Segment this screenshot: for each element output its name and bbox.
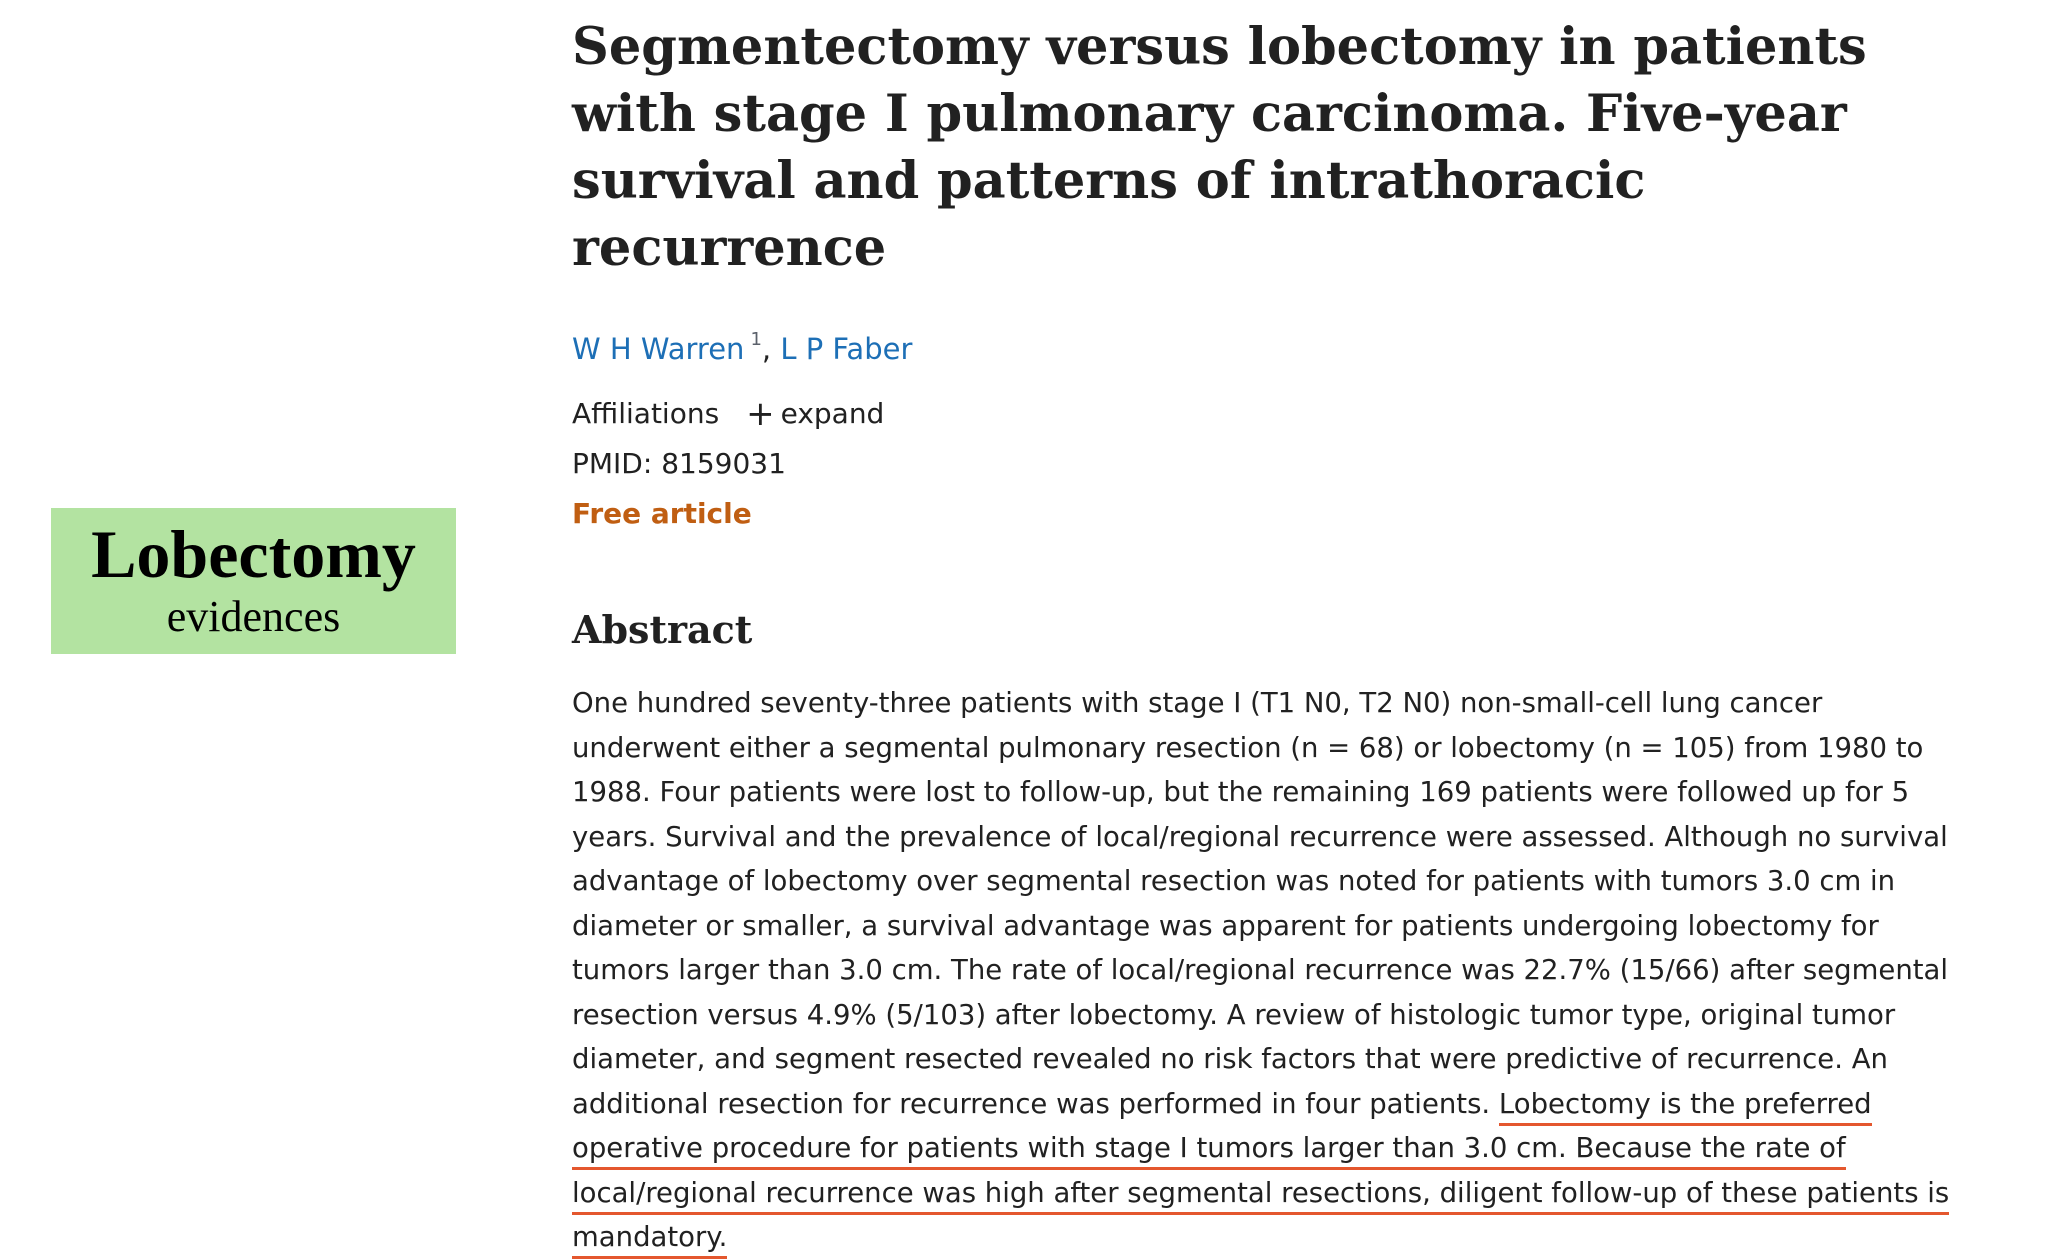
- free-article-badge[interactable]: Free article: [572, 497, 752, 530]
- pmid-row: PMID: 8159031: [572, 439, 1972, 489]
- affiliations-label: Affiliations: [572, 397, 720, 430]
- abstract-heading: Abstract: [572, 607, 753, 652]
- expand-label: expand: [780, 397, 885, 430]
- affiliation-marker[interactable]: 1: [750, 329, 762, 350]
- author-separator: ,: [761, 332, 772, 366]
- article: Segmentectomy versus lobectomy in patien…: [572, 14, 1972, 1260]
- affiliations-row: Affiliations + expand: [572, 389, 1972, 439]
- expand-button[interactable]: + expand: [746, 394, 885, 434]
- plus-icon: +: [746, 394, 775, 434]
- article-title: Segmentectomy versus lobectomy in patien…: [572, 17, 1867, 278]
- pmid-value: 8159031: [661, 447, 786, 480]
- label-subtitle: evidences: [166, 592, 341, 641]
- author-link-warren[interactable]: W H Warren: [572, 332, 745, 366]
- abstract-main-text: One hundred seventy-three patients with …: [572, 687, 1949, 1120]
- lobectomy-evidences-label: Lobectomy evidences: [51, 508, 456, 654]
- abstract-text: One hundred seventy-three patients with …: [572, 681, 1962, 1260]
- author-link-faber[interactable]: L P Faber: [780, 332, 913, 366]
- pmid-label: PMID:: [572, 447, 653, 480]
- label-title: Lobectomy: [91, 516, 416, 592]
- author-list: W H Warren 1, L P Faber: [572, 322, 1972, 367]
